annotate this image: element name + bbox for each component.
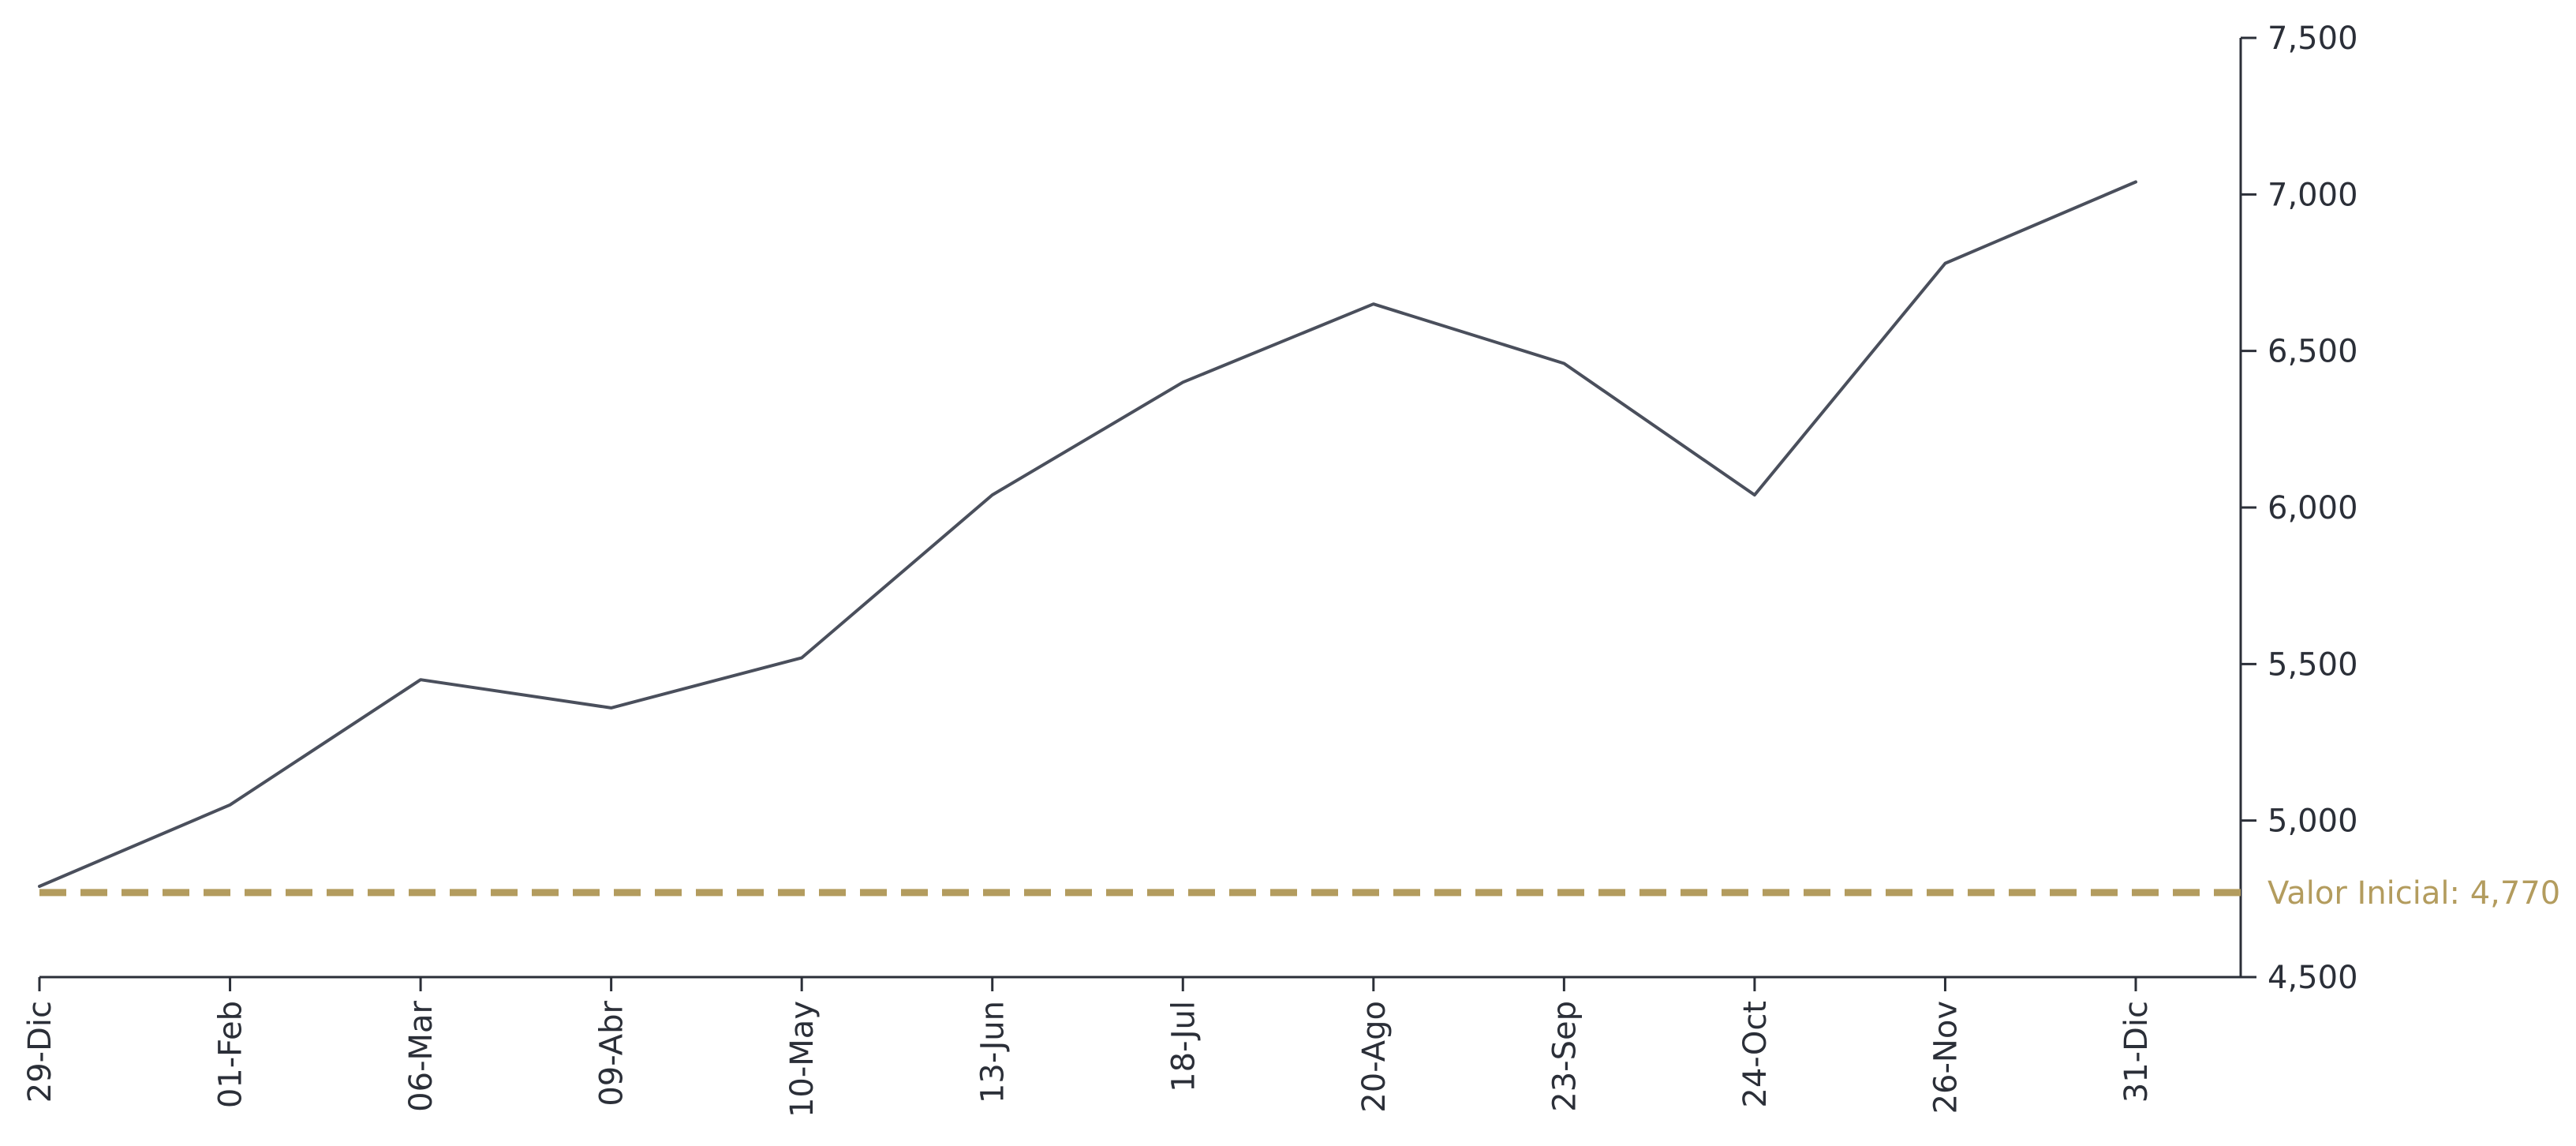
x-tick-label: 23-Sep bbox=[1546, 1001, 1583, 1112]
reference-line-group: Valor Inicial: 4,770 bbox=[39, 875, 2560, 912]
series-group bbox=[38, 180, 2137, 888]
x-tick-label: 10-May bbox=[784, 1001, 821, 1118]
x-tick-label: 18-Jul bbox=[1165, 1001, 1202, 1092]
x-tick-label: 06-Mar bbox=[403, 1000, 439, 1111]
x-tick-label: 20-Ago bbox=[1356, 1001, 1393, 1113]
series-line bbox=[38, 180, 2137, 888]
x-tick-label: 26-Nov bbox=[1927, 1001, 1964, 1114]
x-tick-label: 09-Abr bbox=[594, 1000, 630, 1106]
y-tick-label: 7,000 bbox=[2268, 177, 2358, 213]
y-axis: 4,500 5,000 5,500 6,000 6,500 7,000 7,500 bbox=[2239, 21, 2358, 996]
y-tick-label: 5,000 bbox=[2268, 803, 2358, 840]
x-tick-label: 01-Feb bbox=[213, 1001, 249, 1108]
x-axis: 29-Dic 01-Feb 06-Mar 09-Abr 10-May 13-Jun 18-J… bbox=[22, 976, 2241, 1118]
y-tick-label: 6,500 bbox=[2268, 334, 2358, 370]
x-tick-label: 13-Jun bbox=[975, 1001, 1011, 1103]
y-tick-label: 6,000 bbox=[2268, 490, 2358, 526]
x-tick-label: 31-Dic bbox=[2118, 1001, 2155, 1103]
x-tick-label: 24-Oct bbox=[1737, 1001, 1774, 1108]
y-tick-label: 7,500 bbox=[2268, 21, 2358, 57]
y-tick-label: 5,500 bbox=[2268, 646, 2358, 683]
reference-line-label: Valor Inicial: 4,770 bbox=[2268, 875, 2560, 912]
y-tick-label: 4,500 bbox=[2268, 960, 2358, 996]
x-tick-label: 29-Dic bbox=[22, 1001, 58, 1103]
